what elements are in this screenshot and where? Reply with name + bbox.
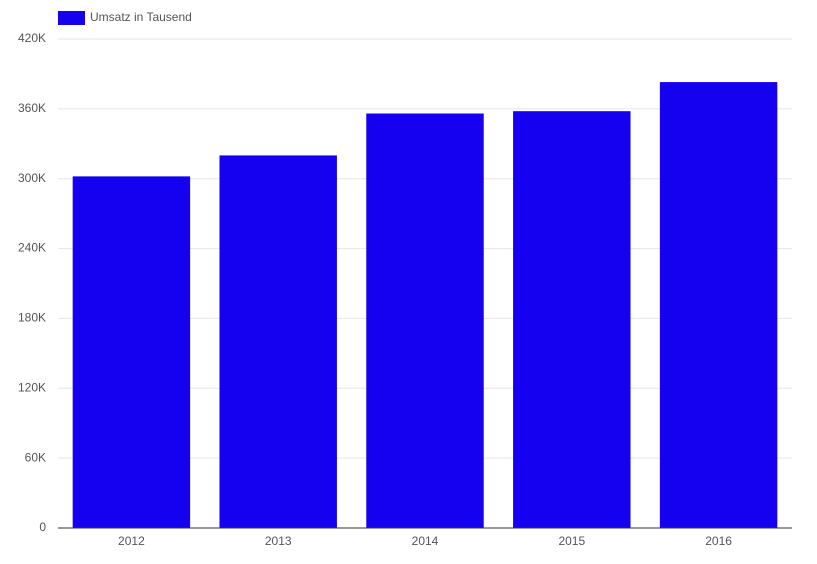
y-tick-label: 420K — [18, 31, 46, 45]
x-tick-label: 2015 — [558, 534, 585, 548]
y-tick-label: 240K — [18, 241, 46, 255]
x-tick-label: 2014 — [412, 534, 439, 548]
x-tick-label: 2012 — [118, 534, 145, 548]
bar — [219, 155, 337, 528]
legend-label: Umsatz in Tausend — [90, 10, 192, 24]
bar — [366, 113, 484, 528]
y-tick-label: 60K — [25, 450, 46, 464]
y-tick-label: 0 — [39, 520, 46, 534]
y-tick-label: 180K — [18, 311, 46, 325]
bar — [513, 111, 631, 528]
y-tick-label: 120K — [18, 380, 46, 394]
bar — [72, 176, 191, 528]
x-tick-label: 2013 — [265, 534, 292, 548]
y-tick-label: 360K — [18, 101, 46, 115]
x-tick-label: 2016 — [705, 534, 732, 548]
y-tick-label: 300K — [18, 171, 46, 185]
legend-swatch — [58, 11, 85, 25]
bar — [659, 82, 778, 528]
